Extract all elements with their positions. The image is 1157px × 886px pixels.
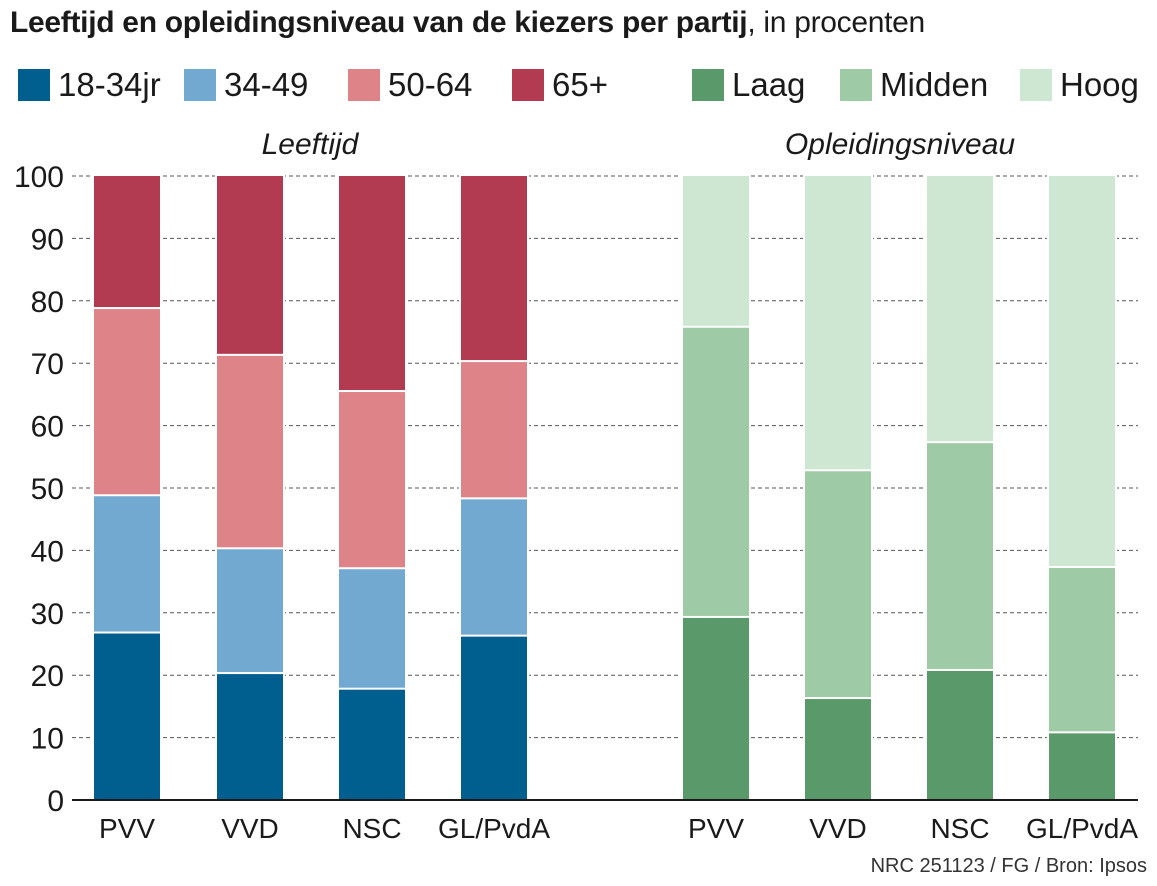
y-tick-label-50: 50 (31, 473, 64, 506)
legend-swatch-34-49 (184, 69, 216, 101)
x-tick-label-leeftijd-nsc: NSC (342, 813, 401, 844)
legend-label-65plus: 65+ (552, 66, 608, 103)
legend-item-18-34jr: 18-34jr (18, 66, 161, 104)
y-tick-label-0: 0 (47, 785, 64, 818)
bar-leeftijd-pvv-34-49 (92, 492, 162, 634)
y-tick-label-60: 60 (31, 411, 64, 444)
x-tick-label-opleidingsniveau-pvv: PVV (688, 813, 744, 844)
bar-leeftijd-vvd-65 (215, 174, 285, 356)
y-tick-label-40: 40 (31, 535, 64, 568)
chart-title: Leeftijd en opleidingsniveau van de kiez… (10, 6, 925, 40)
bar-opleidingsniveau-pvv-laag (681, 613, 751, 803)
bar-opleidingsniveau-vvd-midden (803, 467, 873, 700)
source-credit: NRC 251123 / FG / Bron: Ipsos (870, 855, 1147, 877)
legend-label-hoog: Hoog (1060, 66, 1139, 103)
bar-opleidingsniveau-pvv-hoog (681, 174, 751, 328)
y-tick-label-80: 80 (31, 286, 64, 319)
bar-leeftijd-gl-pvda-18-34jr (459, 632, 529, 803)
legend-item-midden: Midden (840, 66, 988, 104)
y-tick-label-90: 90 (31, 223, 64, 256)
bar-opleidingsniveau-nsc-hoog (925, 174, 995, 444)
chart-title-bold: Leeftijd en opleidingsniveau van de kiez… (10, 6, 748, 39)
legend-item-65plus: 65+ (512, 66, 608, 104)
bar-opleidingsniveau-pvv-midden (681, 323, 751, 618)
y-tick-label-10: 10 (31, 723, 64, 756)
x-tick-label-opleidingsniveau-vvd: VVD (809, 813, 867, 844)
chart-title-light: , in procenten (747, 6, 925, 39)
bar-leeftijd-vvd-34-49 (215, 545, 285, 675)
panel-title-opleidingsniveau: Opleidingsniveau (785, 128, 1015, 161)
legend-item-34-49: 34-49 (184, 66, 308, 104)
panel-title-leeftijd: Leeftijd (262, 128, 360, 161)
legend-label-50-64: 50-64 (388, 66, 473, 103)
legend-label-midden: Midden (880, 66, 989, 103)
legend: 18-34jr 34-49 50-64 65+ Laag Midden Hoog (18, 66, 1153, 106)
y-tick-label-70: 70 (31, 348, 64, 381)
bar-leeftijd-vvd-18-34jr (215, 670, 285, 803)
bar-opleidingsniveau-gl-pvda-midden (1047, 564, 1117, 734)
legend-item-hoog: Hoog (1020, 66, 1139, 104)
bar-leeftijd-vvd-50-64 (215, 351, 285, 550)
bar-leeftijd-gl-pvda-34-49 (459, 495, 529, 637)
legend-swatch-18-34jr (18, 69, 50, 101)
bar-leeftijd-pvv-65 (92, 174, 162, 310)
bar-leeftijd-nsc-65 (337, 174, 407, 393)
x-tick-label-leeftijd-pvv: PVV (99, 813, 155, 844)
legend-item-laag: Laag (692, 66, 805, 104)
bar-opleidingsniveau-vvd-laag (803, 695, 873, 802)
bar-opleidingsniveau-nsc-midden (925, 439, 995, 671)
bar-leeftijd-nsc-34-49 (337, 565, 407, 690)
legend-swatch-midden (840, 69, 872, 101)
legend-swatch-65plus (512, 69, 544, 101)
x-tick-label-leeftijd-gl-pvda: GL/PvdA (438, 813, 550, 844)
bar-opleidingsniveau-gl-pvda-hoog (1047, 174, 1117, 568)
bar-leeftijd-gl-pvda-65 (459, 174, 529, 363)
legend-label-34-49: 34-49 (224, 66, 309, 103)
bar-opleidingsniveau-vvd-hoog (803, 174, 873, 472)
x-tick-label-leeftijd-vvd: VVD (221, 813, 279, 844)
legend-item-50-64: 50-64 (348, 66, 472, 104)
y-tick-label-20: 20 (31, 660, 64, 693)
bar-leeftijd-gl-pvda-50-64 (459, 358, 529, 500)
y-tick-label-100: 100 (14, 161, 64, 194)
x-tick-label-opleidingsniveau-gl-pvda: GL/PvdA (1026, 813, 1138, 844)
bar-opleidingsniveau-nsc-laag (925, 666, 995, 803)
bar-leeftijd-nsc-50-64 (337, 388, 407, 570)
x-tick-label-opleidingsniveau-nsc: NSC (930, 813, 989, 844)
bar-leeftijd-pvv-50-64 (92, 305, 162, 497)
y-tick-label-30: 30 (31, 598, 64, 631)
legend-swatch-50-64 (348, 69, 380, 101)
bar-leeftijd-pvv-18-34jr (92, 629, 162, 803)
legend-label-18-34jr: 18-34jr (58, 66, 161, 103)
bar-leeftijd-nsc-18-34jr (337, 685, 407, 802)
bar-opleidingsniveau-gl-pvda-laag (1047, 729, 1117, 802)
legend-swatch-laag (692, 69, 724, 101)
stacked-bar-chart: 0 10 20 30 40 50 60 70 80 90 100 Leeftijd PVV VVD NSC G… (14, 128, 1138, 844)
legend-label-laag: Laag (732, 66, 806, 103)
legend-swatch-hoog (1020, 69, 1052, 101)
